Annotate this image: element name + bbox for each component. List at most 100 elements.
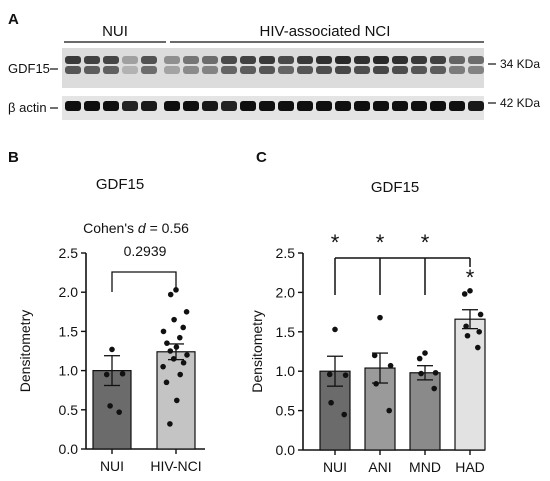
data-point: [160, 363, 166, 370]
panel-b-pvalue: 0.2939: [124, 243, 167, 259]
data-point: [373, 381, 379, 387]
gdf15-band-upper: [335, 56, 351, 64]
y-tick-label: 2.5: [276, 245, 296, 261]
data-point: [171, 316, 177, 323]
gdf15-band-upper: [141, 56, 157, 64]
data-point: [174, 397, 180, 404]
gdf15-band-upper: [259, 56, 275, 64]
gdf15-band-lower: [221, 66, 237, 74]
y-tick-label: 1.0: [276, 363, 296, 379]
data-point: [167, 291, 174, 298]
gdf15-band-lower: [430, 66, 446, 74]
x-tick-label: HIV-NCI: [150, 458, 201, 474]
y-tick-label: 2.5: [59, 245, 79, 261]
gdf15-band-lower: [392, 66, 408, 74]
gdf15-band-upper: [65, 56, 81, 64]
gdf15-band-lower: [335, 66, 351, 74]
panel-c-title: GDF15: [371, 179, 419, 196]
gdf15-band-upper: [183, 56, 199, 64]
actin-bands: [65, 101, 484, 111]
data-point: [476, 329, 483, 335]
gdf15-band-upper: [373, 56, 389, 64]
panel-b-title: GDF15: [96, 176, 144, 193]
gdf15-bands: [65, 56, 484, 74]
data-point: [477, 311, 484, 318]
data-point: [432, 369, 439, 376]
actin-band: [122, 101, 138, 111]
y-axis-label: Densitometry: [249, 310, 265, 392]
actin-band: [278, 101, 294, 111]
gdf15-band-upper: [316, 56, 332, 64]
gdf15-band-lower: [122, 66, 138, 74]
gdf15-band-lower: [354, 66, 370, 74]
y-axis-label: Densitometry: [17, 310, 33, 392]
actin-band: [141, 101, 157, 111]
gdf15-band-lower: [240, 66, 256, 74]
gdf15-band-lower: [202, 66, 218, 74]
data-point: [422, 350, 428, 356]
data-point: [184, 352, 190, 358]
gdf15-band-upper: [449, 56, 465, 64]
actin-band: [316, 101, 332, 111]
x-tick-label: HAD: [455, 459, 485, 475]
gdf15-band-lower: [164, 66, 180, 74]
bar: [454, 318, 486, 451]
panel-b-effect-size: Cohen's d = 0.56: [83, 220, 189, 236]
data-point: [180, 324, 186, 331]
actin-row-label: β actin: [8, 100, 47, 115]
data-point: [371, 352, 378, 359]
data-point: [342, 372, 349, 378]
gdf15-band-upper: [411, 56, 427, 64]
gdf15-band-upper: [122, 56, 138, 64]
y-tick-label: 1.0: [59, 363, 79, 379]
x-tick-label: NUI: [100, 458, 124, 474]
bar: [409, 372, 441, 451]
data-point: [167, 421, 173, 427]
actin-band: [468, 101, 484, 111]
data-point: [461, 291, 468, 297]
actin-band: [84, 101, 100, 111]
data-point: [377, 314, 383, 321]
data-point: [431, 385, 438, 392]
significance-marker: *: [331, 230, 340, 255]
actin-band: [259, 101, 275, 111]
y-tick-label: 2.0: [59, 284, 79, 300]
gdf15-band-upper: [221, 56, 237, 64]
gdf15-band-upper: [354, 56, 370, 64]
y-tick-label: 1.5: [59, 323, 79, 339]
gdf15-band-lower: [278, 66, 294, 74]
actin-band: [240, 101, 256, 111]
gdf15-band-lower: [141, 66, 157, 74]
gdf15-band-upper: [164, 56, 180, 64]
actin-band: [164, 101, 180, 111]
actin-band: [221, 101, 237, 111]
gdf15-band-upper: [392, 56, 408, 64]
gdf15-band-upper: [240, 56, 256, 64]
comparison-bracket: [111, 271, 177, 292]
data-point: [119, 370, 126, 377]
chart-c: 0.0 0.5 1.0 1.5 2.0 2.5 Densitometry NUI ANI MND H…: [249, 230, 486, 475]
panel-a-label: A: [8, 11, 19, 28]
actin-band: [183, 101, 199, 111]
actin-band: [373, 101, 389, 111]
actin-size-label: 42 KDa: [500, 96, 540, 110]
data-point: [177, 334, 183, 341]
data-point: [341, 411, 348, 418]
actin-band: [202, 101, 218, 111]
gdf15-band-upper: [430, 56, 446, 64]
gdf15-band-lower: [373, 66, 389, 74]
gdf15-band-upper: [297, 56, 313, 64]
data-point: [387, 362, 394, 369]
data-point: [177, 371, 183, 378]
data-point: [467, 288, 473, 294]
actin-band: [65, 101, 81, 111]
data-point: [386, 407, 393, 414]
nui-group-label: NUI: [102, 23, 128, 40]
panel-b-label: B: [8, 149, 19, 166]
actin-band: [103, 101, 119, 111]
gdf15-band-upper: [468, 56, 484, 64]
x-tick-label: NUI: [323, 459, 347, 475]
data-point: [328, 399, 334, 406]
data-point: [167, 348, 174, 354]
gdf15-row-label: GDF15: [8, 61, 50, 76]
